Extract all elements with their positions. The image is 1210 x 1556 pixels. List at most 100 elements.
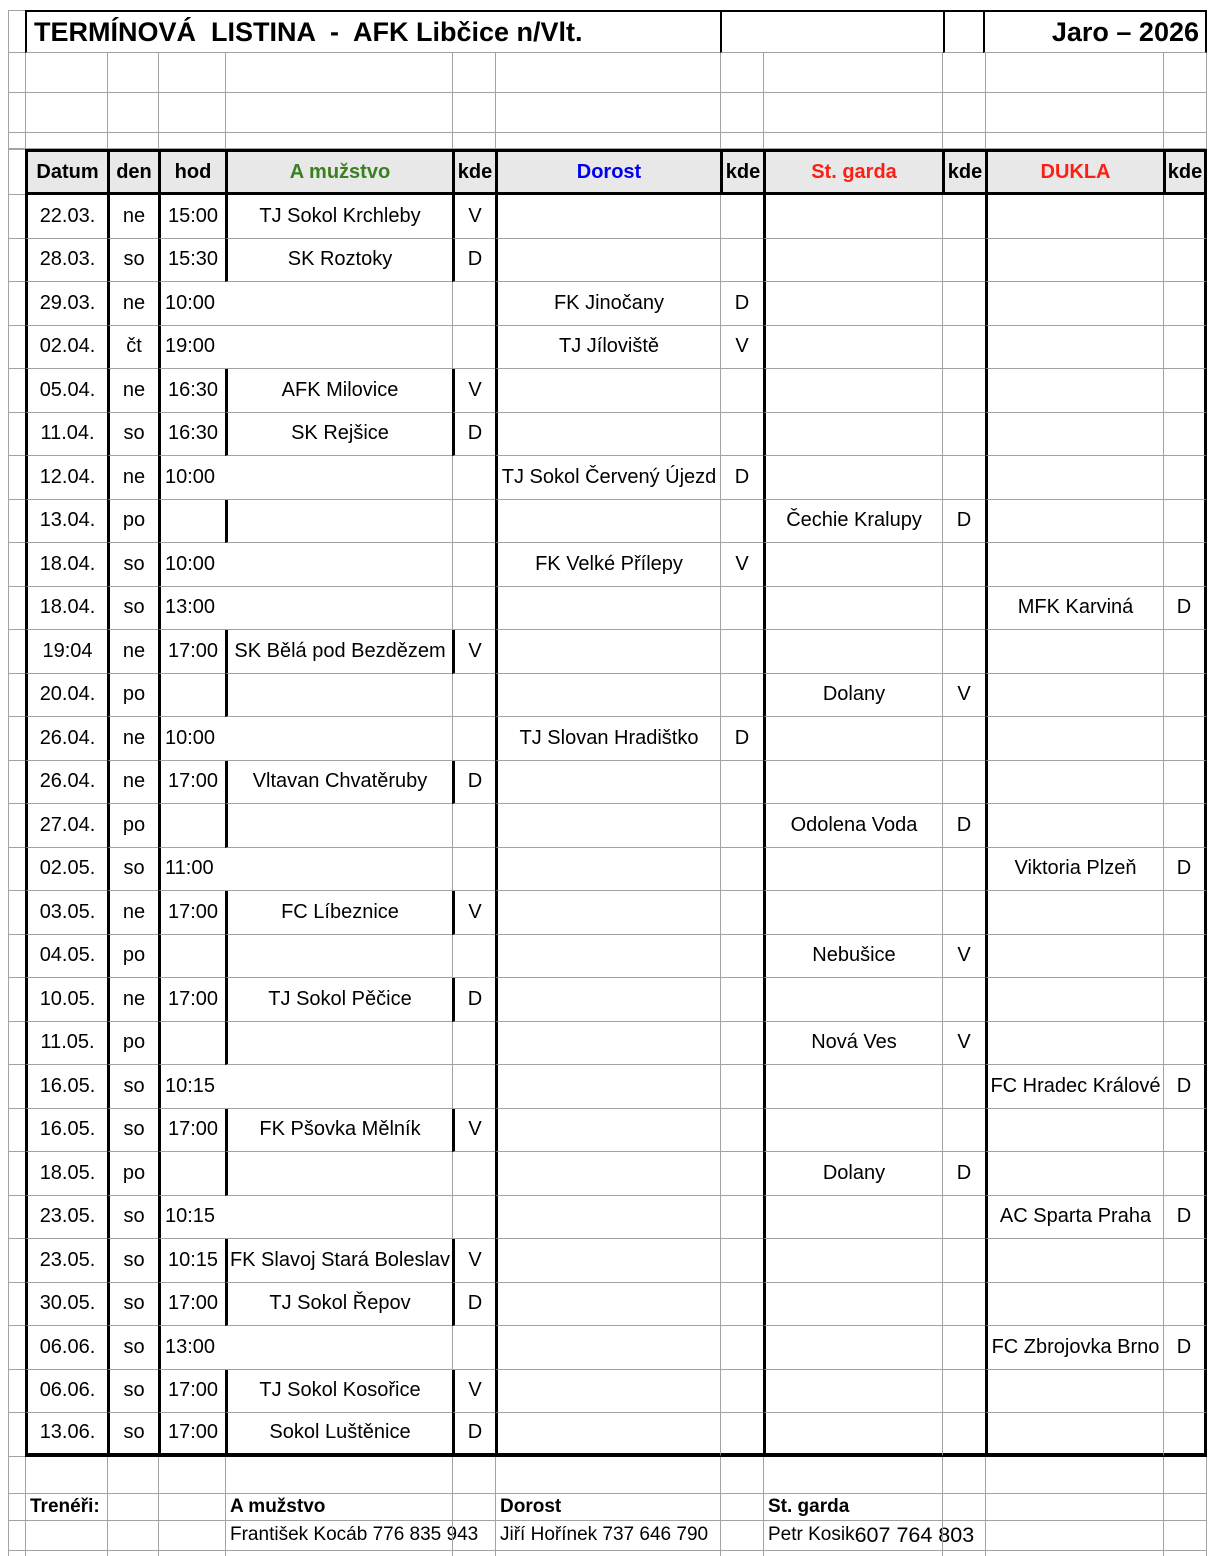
- cell-empty: [942, 543, 985, 587]
- col-header-kde-a: kde: [452, 149, 495, 195]
- cell-opponent-dorost: TJ Jíloviště: [495, 326, 720, 370]
- col-header-hod: hod: [158, 149, 225, 195]
- cell-empty: [720, 195, 763, 239]
- fixture-row: 13.04.poČechie KralupyD: [8, 500, 1210, 544]
- cell-date: 18.04.: [25, 587, 107, 631]
- cell-date: 26.04.: [25, 761, 107, 805]
- cell-opponent-a: Sokol Luštěnice: [225, 1413, 452, 1457]
- col-header-den: den: [107, 149, 158, 195]
- cell-day: so: [107, 543, 158, 587]
- cell-empty: [985, 1152, 1163, 1196]
- cell-empty: [985, 195, 1163, 239]
- row-header-gutter: [8, 1457, 25, 1494]
- cell-empty: [495, 1370, 720, 1414]
- cell-hod: [158, 1457, 225, 1494]
- cell-empty: [763, 891, 942, 935]
- col-header-dorost: Dorost: [495, 149, 720, 195]
- row-header-gutter: [8, 978, 25, 1022]
- cell-empty: [495, 1283, 720, 1327]
- cell-empty: [720, 1413, 763, 1457]
- cell-empty: [985, 1413, 1163, 1457]
- coach-dorost: Jiří Hořínek 737 646 790: [495, 1521, 720, 1551]
- cell-empty: [495, 978, 720, 1022]
- cell-empty: [452, 674, 495, 718]
- cell-time: 11:00: [158, 848, 452, 892]
- cell-kde-a: D: [452, 239, 495, 283]
- cell-empty: [452, 804, 495, 848]
- coach-team-stgarda: St. garda: [763, 1494, 942, 1521]
- cell-datum: [25, 93, 107, 133]
- cell-opponent-a: AFK Milovice: [225, 369, 452, 413]
- fixture-row: 06.06.so17:00TJ Sokol KosořiceV: [8, 1370, 1210, 1414]
- cell-empty: [942, 1326, 985, 1370]
- cell-empty: [942, 587, 985, 631]
- cell-den: [107, 1551, 158, 1556]
- row-header-gutter: [8, 1326, 25, 1370]
- cell-empty: [763, 978, 942, 1022]
- cell-empty: [763, 1413, 942, 1457]
- row-header-gutter: [8, 1494, 25, 1521]
- cell-empty: [1163, 761, 1207, 805]
- cell-time: 17:00: [158, 1370, 225, 1414]
- cell-kde: [942, 1457, 985, 1494]
- cell-empty: [495, 1413, 720, 1457]
- cell-opponent-a: FK Pšovka Mělník: [225, 1109, 452, 1153]
- cell-kde-a: D: [452, 761, 495, 805]
- cell-empty: [763, 761, 942, 805]
- cell-dukla: [985, 93, 1163, 133]
- cell-empty: [942, 195, 985, 239]
- cell-date: 28.03.: [25, 239, 107, 283]
- row-header-gutter: [8, 326, 25, 370]
- cell-time: 10:15: [158, 1239, 225, 1283]
- cell-day: ne: [107, 717, 158, 761]
- cell-empty: [942, 1283, 985, 1327]
- cell-time: 17:00: [158, 761, 225, 805]
- cell-kde: [942, 1551, 985, 1556]
- cell-date: 11.05.: [25, 1022, 107, 1066]
- row-header-gutter: [8, 1196, 25, 1240]
- cell-empty: [1163, 1283, 1207, 1327]
- cell-empty: [1163, 369, 1207, 413]
- fixture-row: 06.06.so13:00FC Zbrojovka BrnoD: [8, 1326, 1210, 1370]
- cell-empty: [1163, 413, 1207, 457]
- cell-date: 03.05.: [25, 891, 107, 935]
- cell-empty: [985, 630, 1163, 674]
- cell-empty: [720, 1370, 763, 1414]
- cell-opponent-stgarda: Čechie Kralupy: [763, 500, 942, 544]
- cell-kde: [720, 1551, 763, 1556]
- cell-kde-a: V: [452, 195, 495, 239]
- season-label: Jaro – 2026: [983, 10, 1207, 53]
- cell-empty: [942, 369, 985, 413]
- cell-day: ne: [107, 978, 158, 1022]
- cell-opponent-stgarda: Dolany: [763, 674, 942, 718]
- fixture-row: 26.04.ne17:00Vltavan ChvatěrubyD: [8, 761, 1210, 805]
- cell-date: 23.05.: [25, 1196, 107, 1240]
- cell-empty: [225, 1152, 452, 1196]
- cell-date: 06.06.: [25, 1326, 107, 1370]
- cell-empty: [763, 1326, 942, 1370]
- fixture-row: 04.05.poNebušiceV: [8, 935, 1210, 979]
- fixture-row: 16.05.so10:15FC Hradec KrálovéD: [8, 1065, 1210, 1109]
- cell-empty: [495, 1239, 720, 1283]
- cell-opponent-a: TJ Sokol Pěčice: [225, 978, 452, 1022]
- row-header-gutter: [8, 717, 25, 761]
- cell-dorost: [495, 1457, 720, 1494]
- grid-row: František Kocáb 776 835 943Jiří Hořínek …: [8, 1521, 1210, 1551]
- cell-empty: [985, 717, 1163, 761]
- page-title: TERMÍNOVÁ LISTINA - AFK Libčice n/Vlt.: [25, 10, 720, 53]
- cell-time: 17:00: [158, 1283, 225, 1327]
- cell-time: 10:00: [158, 543, 452, 587]
- title-spacer-cell-small: [943, 10, 983, 53]
- cell-empty: [452, 1022, 495, 1066]
- cell-empty: [985, 1239, 1163, 1283]
- cell-empty: [158, 935, 225, 979]
- cell-kde-dukla: D: [1163, 848, 1207, 892]
- cell-kde: [720, 1494, 763, 1521]
- cell-kde-dukla: D: [1163, 1326, 1207, 1370]
- cell-kde-stgarda: V: [942, 674, 985, 718]
- fixture-row: 10.05.ne17:00TJ Sokol PěčiceD: [8, 978, 1210, 1022]
- coaches-label: Trenéři:: [25, 1494, 107, 1521]
- cell-empty: [985, 543, 1163, 587]
- cell-kde: [720, 133, 763, 149]
- cell-opponent-stgarda: Odolena Voda: [763, 804, 942, 848]
